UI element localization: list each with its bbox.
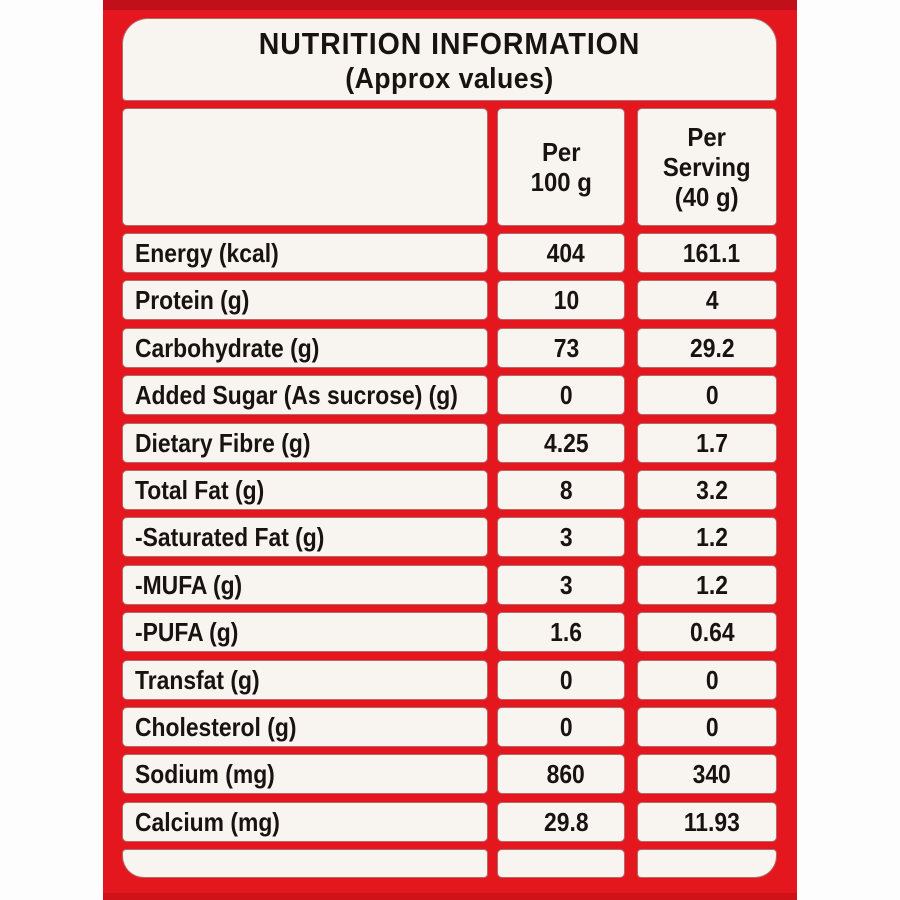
row-per-100g-value: 860	[546, 758, 586, 789]
row-label-cell: -Saturated Fat (g)	[122, 517, 488, 557]
row-per-serving-value: 1.2	[696, 569, 728, 600]
row-per-serving-value: 0	[705, 711, 719, 742]
row-per-100g-value: 1.6	[550, 616, 582, 647]
row-per-100g-cell: 4.25	[497, 423, 625, 463]
row-per-serving-value: 29.2	[689, 332, 735, 363]
row-per-serving-cell: 1.7	[637, 423, 777, 463]
row-label: Protein (g)	[135, 284, 250, 315]
row-label-cell: Total Fat (g)	[122, 470, 488, 510]
header-per-100g-line1: Per	[541, 137, 581, 167]
row-label-cell: Protein (g)	[122, 280, 488, 320]
row-label: Total Fat (g)	[135, 474, 265, 505]
row-per-100g-value: 0	[559, 379, 573, 410]
row-per-100g-cell: 8	[497, 470, 625, 510]
row-label-cell: Carbohydrate (g)	[122, 328, 488, 368]
row-per-serving-cell: 4	[637, 280, 777, 320]
row-label: Calcium (mg)	[135, 806, 280, 837]
row-per-100g-value: 29.8	[543, 806, 589, 837]
footer-cell-blank-1	[122, 849, 488, 878]
row-per-100g-cell: 860	[497, 754, 625, 794]
row-per-serving-value: 11.93	[683, 806, 740, 837]
header-per-serving-line3: (40 g)	[675, 182, 739, 212]
row-label: -PUFA (g)	[135, 616, 239, 647]
row-label: Cholesterol (g)	[135, 711, 297, 742]
row-per-100g-cell: 0	[497, 707, 625, 747]
row-per-100g-value: 0	[559, 664, 573, 695]
row-label: Transfat (g)	[135, 664, 260, 695]
row-label-cell: Transfat (g)	[122, 660, 488, 700]
row-per-serving-cell: 161.1	[637, 233, 777, 273]
row-per-serving-cell: 11.93	[637, 802, 777, 842]
row-label: Energy (kcal)	[135, 237, 279, 268]
row-per-serving-cell: 0.64	[637, 612, 777, 652]
row-per-serving-cell: 0	[637, 375, 777, 415]
row-label-cell: Energy (kcal)	[122, 233, 488, 273]
header-per-serving-line1: Per	[687, 122, 727, 152]
row-label-cell: Sodium (mg)	[122, 754, 488, 794]
header-per-serving-text: Per Serving (40 g)	[663, 122, 751, 212]
row-per-serving-value: 0	[705, 664, 719, 695]
row-per-100g-value: 10	[553, 284, 579, 315]
row-per-100g-cell: 10	[497, 280, 625, 320]
page-title: NUTRITION INFORMATION	[258, 26, 641, 61]
row-per-serving-value: 340	[692, 758, 732, 789]
footer-cell-blank-3	[637, 849, 777, 878]
row-per-100g-value: 3	[559, 521, 573, 552]
row-per-serving-cell: 1.2	[637, 565, 777, 605]
row-per-100g-cell: 0	[497, 375, 625, 415]
row-per-serving-value: 1.2	[696, 521, 728, 552]
row-per-100g-value: 404	[546, 237, 586, 268]
header-cell-per-serving: Per Serving (40 g)	[637, 108, 777, 226]
row-label: Added Sugar (As sucrose) (g)	[135, 379, 458, 410]
row-per-100g-cell: 73	[497, 328, 625, 368]
row-label: -Saturated Fat (g)	[135, 521, 325, 552]
row-per-100g-value: 4.25	[543, 427, 589, 458]
footer-cell-blank-2	[497, 849, 625, 878]
header-per-100g-line2: 100 g	[530, 167, 592, 197]
row-label-cell: Calcium (mg)	[122, 802, 488, 842]
row-per-serving-value: 4	[705, 284, 719, 315]
row-label-cell: Added Sugar (As sucrose) (g)	[122, 375, 488, 415]
label-top-edge	[103, 0, 797, 10]
header-per-serving-line2: Serving	[663, 152, 751, 182]
row-per-100g-value: 8	[559, 474, 573, 505]
row-per-serving-cell: 29.2	[637, 328, 777, 368]
nutrition-label: NUTRITION INFORMATION (Approx values) Pe…	[103, 0, 797, 900]
row-label-cell: Cholesterol (g)	[122, 707, 488, 747]
row-per-serving-cell: 3.2	[637, 470, 777, 510]
header-cell-blank	[122, 108, 488, 226]
row-per-serving-cell: 340	[637, 754, 777, 794]
row-per-100g-cell: 0	[497, 660, 625, 700]
row-per-100g-value: 0	[559, 711, 573, 742]
row-per-serving-value: 161.1	[683, 237, 741, 268]
header-per-100g-text: Per 100 g	[530, 137, 591, 197]
row-per-serving-cell: 0	[637, 660, 777, 700]
row-per-serving-value: 3.2	[696, 474, 728, 505]
row-label-cell: Dietary Fibre (g)	[122, 423, 488, 463]
row-per-100g-cell: 404	[497, 233, 625, 273]
row-per-serving-cell: 0	[637, 707, 777, 747]
row-per-100g-value: 3	[559, 569, 573, 600]
header-cell-per-100g: Per 100 g	[497, 108, 625, 226]
row-per-100g-value: 73	[553, 332, 579, 363]
title-box: NUTRITION INFORMATION (Approx values)	[122, 18, 777, 101]
label-bottom-edge	[103, 893, 797, 900]
row-label-cell: -MUFA (g)	[122, 565, 488, 605]
row-per-serving-value: 0.64	[689, 616, 735, 647]
row-per-100g-cell: 3	[497, 565, 625, 605]
row-per-100g-cell: 1.6	[497, 612, 625, 652]
row-per-serving-value: 0	[705, 379, 719, 410]
row-label: Carbohydrate (g)	[135, 332, 320, 363]
row-label: Sodium (mg)	[135, 758, 275, 789]
page-subtitle: (Approx values)	[345, 63, 554, 95]
row-label: Dietary Fibre (g)	[135, 427, 311, 458]
row-per-100g-cell: 29.8	[497, 802, 625, 842]
row-label: -MUFA (g)	[135, 569, 243, 600]
row-label-cell: -PUFA (g)	[122, 612, 488, 652]
row-per-100g-cell: 3	[497, 517, 625, 557]
row-per-serving-cell: 1.2	[637, 517, 777, 557]
row-per-serving-value: 1.7	[696, 427, 728, 458]
